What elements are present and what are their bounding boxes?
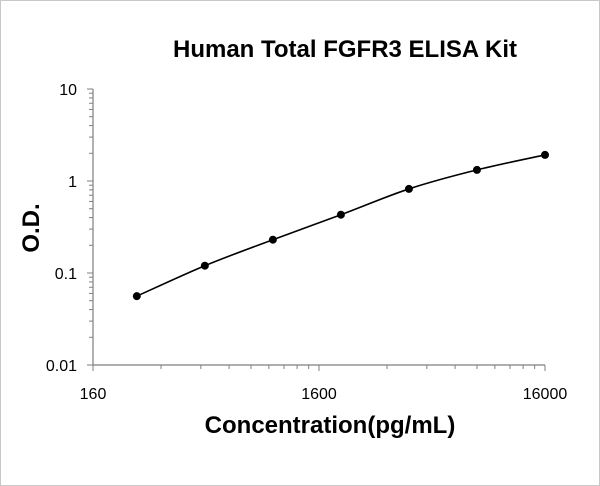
data-point [200, 261, 209, 270]
data-point [132, 292, 141, 301]
x-tick-label: 160 [80, 386, 107, 403]
y-tick-label: 0.01 [46, 358, 77, 375]
data-point [404, 184, 413, 193]
x-tick-label: 16000 [523, 386, 568, 403]
x-tick-label: 1600 [301, 386, 337, 403]
x-axis-label: Concentration(pg/mL) [204, 412, 456, 439]
data-point [472, 165, 481, 174]
series-line [136, 154, 546, 297]
y-tick-label: 0.1 [55, 266, 77, 283]
y-tick-label: 1 [68, 174, 77, 191]
chart-title: Human Total FGFR3 ELISA Kit [172, 36, 517, 63]
y-tick-label: 10 [59, 82, 77, 99]
data-point [268, 235, 277, 244]
data-point [336, 210, 345, 219]
data-point [541, 150, 549, 159]
